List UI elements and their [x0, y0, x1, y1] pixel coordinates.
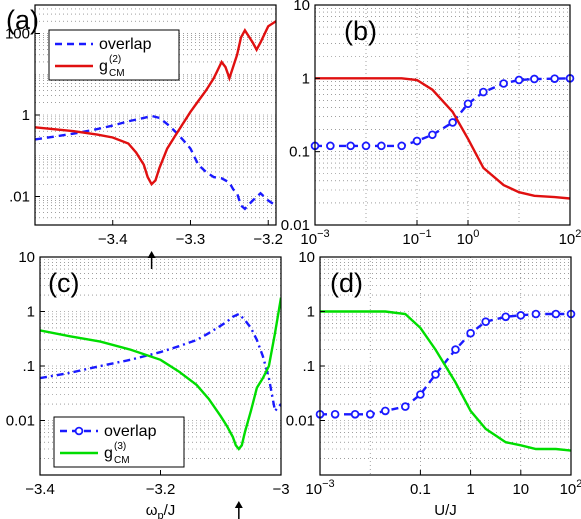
panel-b: 0.01 0.1 1 10 10−3 10−1 100 102 (b): [281, 0, 581, 248]
data-point: [346, 141, 355, 151]
panel-a: .01 1 100 −3.4 −3.3 −3.2 (a) overlap g (2) CM: [5, 4, 283, 269]
y-tick-label: .01: [9, 189, 30, 206]
x-axis-label: ωp/J: [146, 502, 176, 519]
y-tick-label: 100: [5, 25, 30, 42]
x-tick-label: −3.3: [176, 231, 206, 248]
x-tick-label: 102: [560, 478, 581, 498]
y-tick-label: 10: [18, 249, 35, 266]
data-point: [428, 130, 437, 140]
series-line-overlap: [320, 312, 571, 416]
data-point: [448, 118, 457, 127]
y-tick-label: 0.01: [281, 217, 310, 234]
data-point: [514, 75, 524, 85]
plot-frame: [314, 4, 571, 226]
data-point: [479, 87, 488, 97]
data-point: [451, 345, 460, 354]
data-point: [466, 328, 475, 338]
y-tick-label: 1: [302, 70, 310, 87]
series-line-g-cm: [320, 310, 571, 452]
data-point: [381, 406, 390, 416]
data-point: [361, 141, 371, 151]
data-point: [499, 79, 508, 88]
x-tick-label: −3.2: [146, 481, 176, 498]
legend-box: [48, 29, 180, 81]
legend-label: g: [99, 58, 108, 75]
panel-label: (b): [344, 16, 377, 46]
data-point: [350, 409, 360, 419]
y-tick-label: 0.1: [289, 144, 310, 161]
data-point: [330, 409, 340, 419]
x-tick-label: 10−3: [305, 478, 334, 498]
panel-label: (c): [48, 268, 79, 298]
y-tick-label: 10: [298, 249, 315, 266]
data-point: [516, 311, 526, 320]
panel-label: (a): [6, 5, 39, 35]
x-tick-label: 100: [457, 228, 480, 248]
x-tick-label: −3.4: [98, 231, 128, 248]
data-point: [463, 99, 473, 109]
legend-label: overlap: [99, 36, 152, 53]
y-tick-label: 1: [27, 304, 35, 321]
x-tick-label: −3: [272, 481, 289, 498]
y-tick-label: 10: [293, 0, 310, 14]
legend: overlap g (3) CM: [53, 416, 185, 468]
y-tick-label: 0.01: [6, 413, 35, 430]
data-point: [416, 390, 425, 399]
x-axis-label: U/J: [434, 502, 457, 519]
legend-sub: CM: [109, 68, 125, 79]
series-line-g-cm: [40, 297, 281, 451]
x-tick-label: 10−3: [300, 228, 329, 248]
arrow-head-icon: [147, 251, 156, 258]
data-point: [400, 402, 410, 411]
series-line-g-cm: [35, 20, 276, 187]
legend-sup: (3): [114, 441, 126, 452]
panel-label: (d): [330, 268, 363, 298]
legend-sub: CM: [114, 455, 130, 466]
y-tick-label: .1: [302, 358, 315, 375]
panel-d: 0.01 .1 1 10 10−3 0.1 1 10 102 (d) U/J: [286, 249, 581, 519]
data-point: [481, 317, 491, 326]
x-tick-label: 102: [559, 228, 581, 248]
data-point: [397, 141, 406, 151]
x-tick-label: −3.2: [253, 231, 283, 248]
data-point: [551, 309, 561, 319]
x-tick-label: −3.4: [25, 481, 55, 498]
legend-sup: (2): [109, 54, 121, 65]
data-point: [431, 370, 440, 379]
data-point: [550, 74, 559, 83]
data-point: [501, 312, 510, 322]
legend: overlap g (2) CM: [48, 29, 180, 81]
panel-c: 0.01 .1 1 10 −3.4 −3.2 −3 (c) ωp/J overlap g (3) CM: [6, 249, 290, 519]
series-line-overlap: [40, 312, 281, 414]
x-tick-label: 1: [466, 481, 474, 498]
legend-box: [53, 416, 185, 468]
data-point: [326, 141, 335, 151]
series-line-overlap: [315, 77, 570, 148]
data-point: [365, 409, 375, 419]
y-tick-label: 1: [307, 304, 315, 321]
data-point: [377, 141, 386, 151]
legend-label: g: [104, 445, 113, 462]
legend-label: overlap: [104, 423, 157, 440]
data-point: [530, 74, 539, 84]
legend-marker: [74, 426, 84, 436]
y-tick-label: 1: [22, 107, 30, 124]
x-tick-label: 10: [512, 481, 529, 498]
x-tick-label: 10−1: [402, 228, 431, 248]
x-tick-label: 0.1: [410, 481, 431, 498]
y-tick-label: .1: [22, 358, 35, 375]
series-line-g-cm: [315, 77, 570, 200]
series-line-overlap: [35, 114, 276, 211]
data-point: [531, 309, 541, 319]
y-tick-label: 0.01: [286, 413, 315, 430]
data-point: [412, 136, 422, 146]
arrow-head-icon: [234, 501, 243, 508]
